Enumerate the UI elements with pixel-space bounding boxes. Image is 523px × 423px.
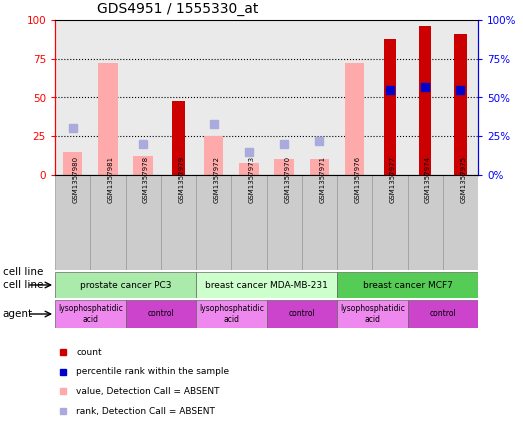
Bar — [407, 20, 443, 175]
Bar — [419, 26, 431, 175]
Bar — [126, 175, 161, 270]
Bar — [337, 175, 372, 270]
Text: GSM1357972: GSM1357972 — [213, 156, 220, 203]
Bar — [196, 300, 267, 328]
Bar — [231, 175, 267, 270]
Bar — [384, 38, 396, 175]
Text: cell line: cell line — [3, 280, 43, 290]
Bar — [267, 20, 302, 175]
Text: lysophosphatidic
acid: lysophosphatidic acid — [340, 304, 405, 324]
Text: value, Detection Call = ABSENT: value, Detection Call = ABSENT — [76, 387, 220, 396]
Bar — [196, 175, 231, 270]
Bar — [407, 300, 478, 328]
Text: breast cancer MDA-MB-231: breast cancer MDA-MB-231 — [205, 280, 328, 289]
Text: rank, Detection Call = ABSENT: rank, Detection Call = ABSENT — [76, 407, 215, 416]
Text: GSM1357973: GSM1357973 — [249, 156, 255, 203]
Text: prostate cancer PC3: prostate cancer PC3 — [79, 280, 171, 289]
Text: GSM1357981: GSM1357981 — [108, 156, 114, 203]
Bar — [63, 152, 82, 175]
Bar — [302, 20, 337, 175]
Bar — [98, 63, 118, 175]
Text: GSM1357975: GSM1357975 — [460, 156, 467, 203]
Bar — [345, 63, 365, 175]
Bar — [372, 20, 407, 175]
Text: lysophosphatidic
acid: lysophosphatidic acid — [58, 304, 123, 324]
Bar — [90, 20, 126, 175]
Bar — [239, 162, 258, 175]
Text: control: control — [147, 310, 174, 319]
Text: GSM1357979: GSM1357979 — [178, 156, 185, 203]
Text: control: control — [288, 310, 315, 319]
Text: control: control — [429, 310, 456, 319]
Text: GSM1357980: GSM1357980 — [73, 156, 78, 203]
Text: GSM1357971: GSM1357971 — [320, 156, 325, 203]
Bar — [133, 157, 153, 175]
Bar — [372, 175, 407, 270]
Bar — [337, 20, 372, 175]
Bar — [337, 300, 407, 328]
Text: GSM1357974: GSM1357974 — [425, 156, 431, 203]
Bar — [196, 20, 231, 175]
Bar — [407, 175, 443, 270]
Bar — [275, 159, 294, 175]
Text: agent: agent — [3, 309, 33, 319]
Bar — [267, 175, 302, 270]
Text: lysophosphatidic
acid: lysophosphatidic acid — [199, 304, 264, 324]
Text: GDS4951 / 1555330_at: GDS4951 / 1555330_at — [97, 2, 259, 16]
Text: count: count — [76, 348, 102, 357]
Bar — [337, 272, 478, 298]
Bar — [161, 20, 196, 175]
Bar — [310, 159, 329, 175]
Bar — [204, 136, 223, 175]
Bar — [126, 20, 161, 175]
Text: cell line: cell line — [3, 267, 43, 277]
Text: breast cancer MCF7: breast cancer MCF7 — [362, 280, 452, 289]
Bar — [172, 101, 185, 175]
Bar — [302, 175, 337, 270]
Text: GSM1357976: GSM1357976 — [355, 156, 361, 203]
Bar — [443, 175, 478, 270]
Text: percentile rank within the sample: percentile rank within the sample — [76, 367, 229, 376]
Bar — [454, 34, 467, 175]
Bar — [196, 272, 337, 298]
Text: GSM1357977: GSM1357977 — [390, 156, 396, 203]
Bar — [161, 175, 196, 270]
Bar — [55, 175, 90, 270]
Bar — [55, 272, 196, 298]
Bar — [126, 300, 196, 328]
Text: GSM1357970: GSM1357970 — [284, 156, 290, 203]
Bar — [90, 175, 126, 270]
Bar — [55, 20, 90, 175]
Bar — [231, 20, 267, 175]
Text: GSM1357978: GSM1357978 — [143, 156, 149, 203]
Bar — [443, 20, 478, 175]
Bar — [55, 300, 126, 328]
Bar — [267, 300, 337, 328]
